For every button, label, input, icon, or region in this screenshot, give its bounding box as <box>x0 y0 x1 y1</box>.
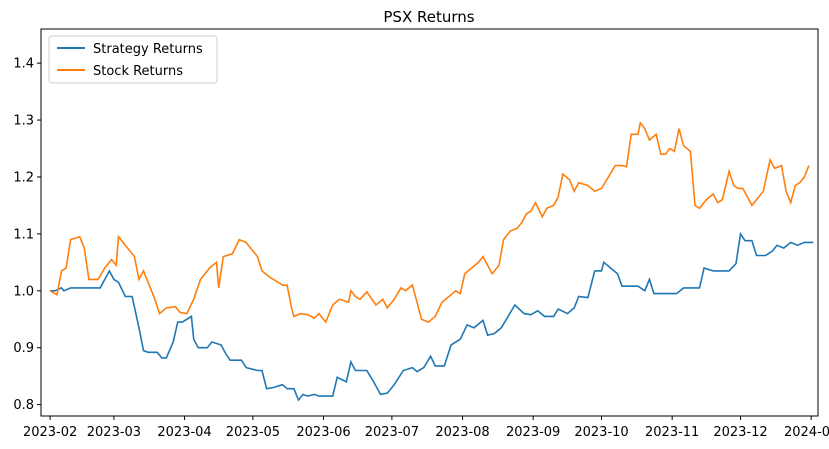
y-tick-label: 1.4 <box>13 57 34 72</box>
plot-frame <box>40 28 819 417</box>
y-axis: 0.8 0.9 1.0 1.1 1.2 1.3 1.4 <box>13 57 41 413</box>
x-tick-label: 2023-09 <box>506 425 560 440</box>
x-tick-label: 2023-04 <box>157 425 211 440</box>
x-tick-label: 2024-01 <box>784 425 829 440</box>
x-tick-label: 2023-03 <box>87 425 141 440</box>
x-tick-label: 2023-11 <box>645 425 699 440</box>
series-line-strategy <box>50 231 814 402</box>
x-tick-label: 2023-10 <box>574 425 628 440</box>
legend-label-strategy: Strategy Returns <box>93 42 203 57</box>
y-tick-label: 0.8 <box>13 398 34 413</box>
x-tick-label: 2023-07 <box>365 425 419 440</box>
x-tick-label: 2023-08 <box>435 425 489 440</box>
x-tick-label: 2023-05 <box>226 425 280 440</box>
x-tick-label: 2023-06 <box>296 425 350 440</box>
y-tick-label: 1.3 <box>13 114 34 129</box>
y-tick-label: 1.1 <box>13 227 34 242</box>
y-tick-label: 1.2 <box>13 170 34 185</box>
legend: Strategy Returns Stock Returns <box>48 35 218 84</box>
y-tick-label: 0.9 <box>13 341 34 356</box>
legend-label-stock: Stock Returns <box>93 64 183 79</box>
legend-box <box>48 35 218 84</box>
series-line-stock <box>49 121 810 324</box>
chart-title: PSX Returns <box>383 8 474 26</box>
y-tick-label: 1.0 <box>13 284 34 299</box>
x-axis: 2023-02 2023-03 2023-04 2023-05 2023-06 2023-… <box>23 416 829 440</box>
x-tick-label: 2023-02 <box>23 425 77 440</box>
x-tick-label: 2023-12 <box>713 425 767 440</box>
series-lines <box>49 121 814 402</box>
